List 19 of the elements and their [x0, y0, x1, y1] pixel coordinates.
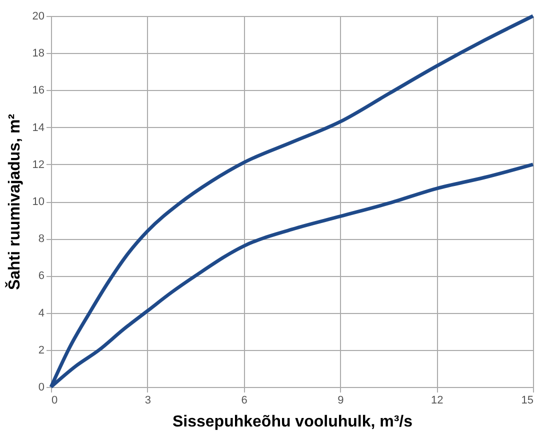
y-tick-label: 12	[32, 158, 44, 171]
y-tick-label: 8	[38, 233, 44, 246]
y-tick-label: 2	[38, 344, 44, 356]
y-tick-label: 6	[38, 270, 44, 282]
y-tick-label: 16	[32, 84, 44, 97]
x-axis-title: Sissepuhkeõhu vooluhulk, m³/s	[172, 414, 413, 430]
y-tick-label: 4	[38, 307, 44, 320]
y-tick-label: 10	[32, 196, 44, 208]
x-tick-label: 12	[430, 394, 444, 406]
y-tick-label: 0	[38, 382, 44, 394]
x-tick-label: 3	[144, 394, 151, 406]
x-tick-label: 9	[338, 394, 344, 406]
x-tick-label: 0	[52, 394, 58, 406]
x-tick-label: 15	[521, 394, 534, 406]
y-tick-label: 18	[32, 48, 44, 60]
x-tick-label: 6	[241, 394, 248, 406]
y-tick-label: 20	[32, 10, 44, 22]
y-axis-title: Šahti ruumivajadus, m²	[4, 114, 24, 290]
y-tick-label: 14	[32, 122, 44, 134]
